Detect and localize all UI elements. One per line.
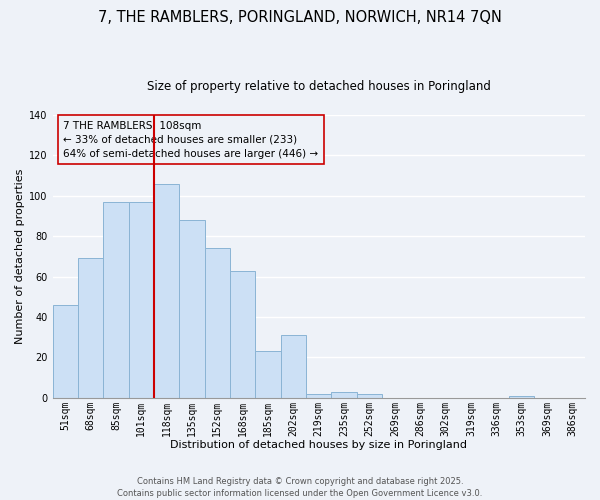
Bar	[509, 396, 534, 398]
Bar	[154, 184, 179, 398]
Bar	[53, 305, 78, 398]
Bar	[179, 220, 205, 398]
Title: Size of property relative to detached houses in Poringland: Size of property relative to detached ho…	[147, 80, 491, 93]
Y-axis label: Number of detached properties: Number of detached properties	[15, 168, 25, 344]
Bar	[78, 258, 103, 398]
Text: 7, THE RAMBLERS, PORINGLAND, NORWICH, NR14 7QN: 7, THE RAMBLERS, PORINGLAND, NORWICH, NR…	[98, 10, 502, 25]
Bar	[103, 202, 128, 398]
Bar	[306, 394, 331, 398]
Text: 7 THE RAMBLERS: 108sqm
← 33% of detached houses are smaller (233)
64% of semi-de: 7 THE RAMBLERS: 108sqm ← 33% of detached…	[63, 120, 319, 158]
Bar	[256, 352, 281, 398]
Bar	[205, 248, 230, 398]
Bar	[128, 202, 154, 398]
X-axis label: Distribution of detached houses by size in Poringland: Distribution of detached houses by size …	[170, 440, 467, 450]
Bar	[357, 394, 382, 398]
Bar	[281, 335, 306, 398]
Bar	[230, 270, 256, 398]
Text: Contains HM Land Registry data © Crown copyright and database right 2025.
Contai: Contains HM Land Registry data © Crown c…	[118, 476, 482, 498]
Bar	[331, 392, 357, 398]
